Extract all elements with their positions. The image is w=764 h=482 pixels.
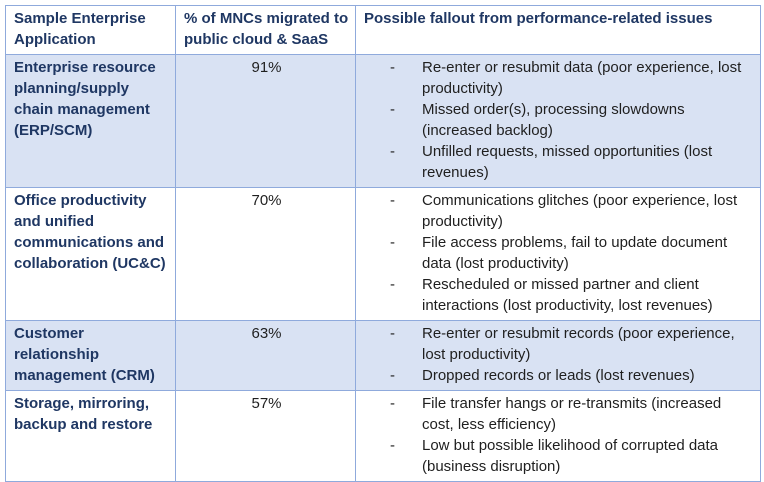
bullet-dash: - — [390, 192, 395, 209]
fallout-item: - Low but possible likelihood of corrupte… — [364, 435, 754, 477]
header-application: Sample Enterprise Application — [5, 5, 176, 55]
bullet-dash: - — [390, 325, 395, 342]
table-row: Office productivity and unified communic… — [5, 187, 761, 321]
bullet-dash: - — [390, 101, 395, 118]
fallout-item: - Dropped records or leads (lost revenues… — [364, 365, 754, 386]
fallout-item: - Unfilled requests, missed opportunities… — [364, 141, 754, 183]
bullet-dash: - — [390, 143, 395, 160]
fallout-text: File access problems, fail to update doc… — [422, 234, 728, 272]
application-name: Enterprise resource planning/supply chai… — [5, 54, 176, 188]
fallout-text: Missed order(s), processing slowdowns (i… — [422, 101, 685, 139]
migration-percent: 57% — [175, 390, 356, 482]
application-name: Office productivity and unified communic… — [5, 187, 176, 321]
fallout-cell: - Re-enter or resubmit data (poor experie… — [355, 54, 761, 188]
fallout-text: Low but possible likelihood of corrupted… — [422, 437, 719, 475]
fallout-text: Dropped records or leads (lost revenues) — [422, 367, 695, 384]
fallout-item: - Communications glitches (poor experienc… — [364, 190, 754, 232]
header-fallout: Possible fallout from performance-relate… — [355, 5, 761, 55]
fallout-text: Communications glitches (poor experience… — [422, 192, 738, 230]
application-name: Customer relationship management (CRM) — [5, 320, 176, 391]
header-migration-percent: % of MNCs migrated to public cloud & Saa… — [175, 5, 356, 55]
fallout-cell: - File transfer hangs or re-transmits (in… — [355, 390, 761, 482]
fallout-cell: - Communications glitches (poor experienc… — [355, 187, 761, 321]
fallout-text: File transfer hangs or re-transmits (inc… — [422, 395, 722, 433]
table-row: Customer relationship management (CRM) 6… — [5, 320, 761, 391]
header-row: Sample Enterprise Application % of MNCs … — [5, 5, 761, 55]
bullet-dash: - — [390, 276, 395, 293]
bullet-dash: - — [390, 395, 395, 412]
application-fallout-table: Sample Enterprise Application % of MNCs … — [5, 5, 761, 482]
migration-percent: 91% — [175, 54, 356, 188]
table-row: Storage, mirroring, backup and restore 5… — [5, 390, 761, 482]
application-name: Storage, mirroring, backup and restore — [5, 390, 176, 482]
bullet-dash: - — [390, 367, 395, 384]
table-row: Enterprise resource planning/supply chai… — [5, 54, 761, 188]
fallout-cell: - Re-enter or resubmit records (poor expe… — [355, 320, 761, 391]
bullet-dash: - — [390, 59, 395, 76]
fallout-text: Rescheduled or missed partner and client… — [422, 276, 713, 314]
fallout-text: Re-enter or resubmit data (poor experien… — [422, 59, 742, 97]
fallout-item: - File access problems, fail to update do… — [364, 232, 754, 274]
bullet-dash: - — [390, 234, 395, 251]
fallout-item: - Missed order(s), processing slowdowns (… — [364, 99, 754, 141]
migration-percent: 70% — [175, 187, 356, 321]
fallout-item: - Re-enter or resubmit records (poor expe… — [364, 323, 754, 365]
fallout-item: - File transfer hangs or re-transmits (in… — [364, 393, 754, 435]
fallout-item: - Rescheduled or missed partner and clien… — [364, 274, 754, 316]
fallout-text: Unfilled requests, missed opportunities … — [422, 143, 713, 181]
bullet-dash: - — [390, 437, 395, 454]
fallout-text: Re-enter or resubmit records (poor exper… — [422, 325, 735, 363]
fallout-item: - Re-enter or resubmit data (poor experie… — [364, 57, 754, 99]
migration-percent: 63% — [175, 320, 356, 391]
